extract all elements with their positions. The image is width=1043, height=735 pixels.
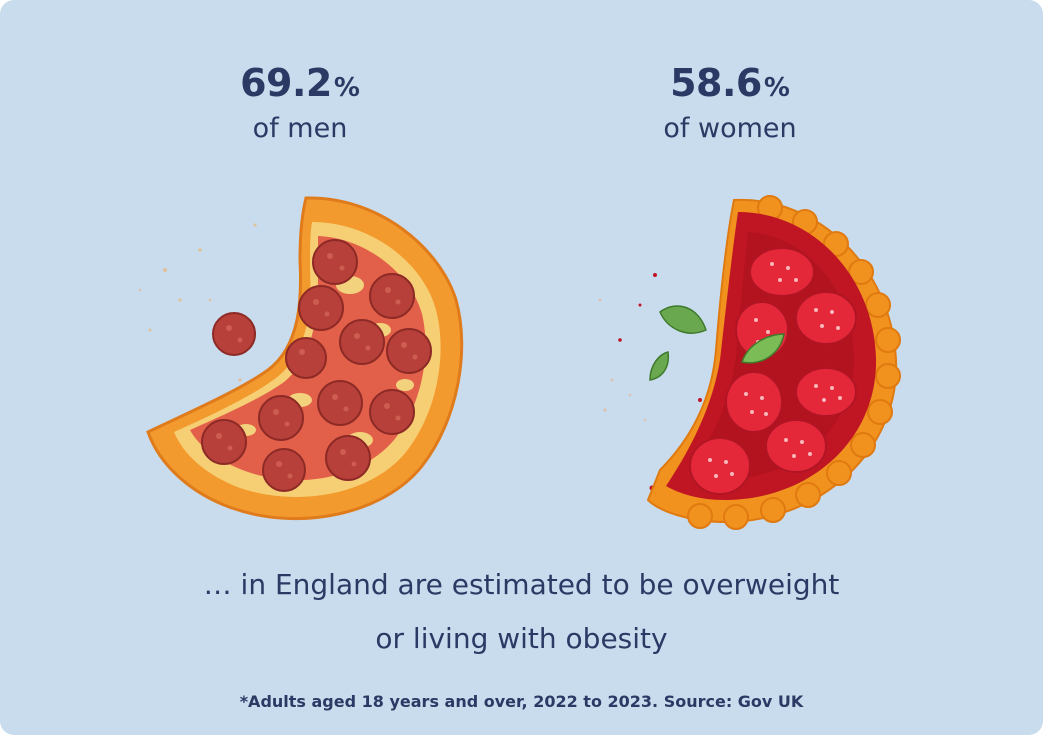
pepperoni-slices	[201, 239, 432, 492]
flying-pepperoni	[212, 312, 256, 356]
men-stat: 69.2% of men	[150, 58, 450, 146]
men-percent-sign: %	[333, 73, 360, 103]
women-stat: 58.6% of women	[580, 58, 880, 146]
women-label: of women	[663, 113, 797, 144]
tart-crumbs	[598, 298, 647, 422]
strawberries	[689, 247, 857, 495]
strawberry-tart-icon	[598, 195, 901, 530]
caption-line-2: or living with obesity	[375, 622, 668, 655]
mint-leaves	[649, 305, 785, 381]
men-value-row: 69.2%	[150, 58, 450, 108]
women-percentage: 58.6	[670, 61, 762, 105]
pepperoni-pizza-icon	[138, 196, 464, 520]
women-percent-sign: %	[763, 73, 790, 103]
caption-line-1: … in England are estimated to be overwei…	[203, 568, 840, 601]
source-footnote: *Adults aged 18 years and over, 2022 to …	[239, 692, 804, 711]
men-label: of men	[252, 113, 348, 144]
men-percentage: 69.2	[240, 61, 332, 105]
women-value-row: 58.6%	[580, 58, 880, 108]
